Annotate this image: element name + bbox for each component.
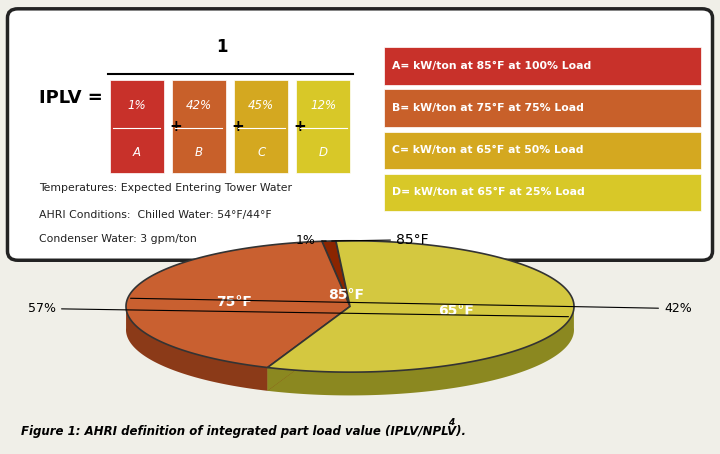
- Text: Condenser Water: 3 gpm/ton: Condenser Water: 3 gpm/ton: [39, 234, 197, 244]
- FancyBboxPatch shape: [7, 9, 713, 260]
- Polygon shape: [126, 241, 350, 368]
- Text: +: +: [169, 119, 182, 134]
- Text: D= kW/ton at 65°F at 25% Load: D= kW/ton at 65°F at 25% Load: [392, 188, 585, 197]
- Text: 45%: 45%: [248, 99, 274, 113]
- Bar: [384, 173, 701, 211]
- Text: 57%: 57%: [28, 302, 569, 317]
- Polygon shape: [268, 305, 574, 395]
- Text: B: B: [195, 146, 203, 159]
- Text: 1%: 1%: [296, 234, 326, 247]
- Text: 42%: 42%: [130, 298, 692, 315]
- Text: C: C: [257, 146, 265, 159]
- Text: D: D: [319, 146, 328, 159]
- Text: 75°F: 75°F: [217, 295, 253, 309]
- Polygon shape: [268, 306, 350, 391]
- Bar: [297, 80, 351, 173]
- Text: +: +: [231, 119, 244, 134]
- Text: 85°F: 85°F: [328, 288, 364, 301]
- Text: A= kW/ton at 85°F at 100% Load: A= kW/ton at 85°F at 100% Load: [392, 61, 592, 71]
- Text: Figure 1: AHRI definition of integrated part load value (IPLV/NPLV).: Figure 1: AHRI definition of integrated …: [22, 425, 467, 438]
- Text: C= kW/ton at 65°F at 50% Load: C= kW/ton at 65°F at 50% Load: [392, 145, 584, 155]
- Polygon shape: [322, 241, 350, 306]
- Polygon shape: [268, 241, 574, 372]
- Text: +: +: [294, 119, 307, 134]
- Text: 65°F: 65°F: [438, 304, 474, 318]
- Text: Temperatures: Expected Entering Tower Water: Temperatures: Expected Entering Tower Wa…: [39, 183, 292, 193]
- Text: 1: 1: [216, 38, 228, 56]
- Text: 1%: 1%: [127, 99, 146, 113]
- Text: 85°F: 85°F: [332, 233, 428, 247]
- Polygon shape: [126, 305, 268, 391]
- Bar: [384, 47, 701, 84]
- Text: AHRI Conditions:  Chilled Water: 54°F/44°F: AHRI Conditions: Chilled Water: 54°F/44°…: [39, 210, 271, 220]
- Polygon shape: [268, 306, 350, 391]
- Bar: [384, 89, 701, 127]
- Bar: [172, 80, 226, 173]
- Bar: [109, 80, 163, 173]
- Text: B= kW/ton at 75°F at 75% Load: B= kW/ton at 75°F at 75% Load: [392, 103, 585, 113]
- Text: IPLV =: IPLV =: [39, 89, 102, 107]
- Text: 12%: 12%: [310, 99, 336, 113]
- Text: 4: 4: [448, 418, 454, 427]
- Bar: [384, 132, 701, 169]
- Text: 42%: 42%: [186, 99, 212, 113]
- Text: A: A: [132, 146, 140, 159]
- Bar: [234, 80, 288, 173]
